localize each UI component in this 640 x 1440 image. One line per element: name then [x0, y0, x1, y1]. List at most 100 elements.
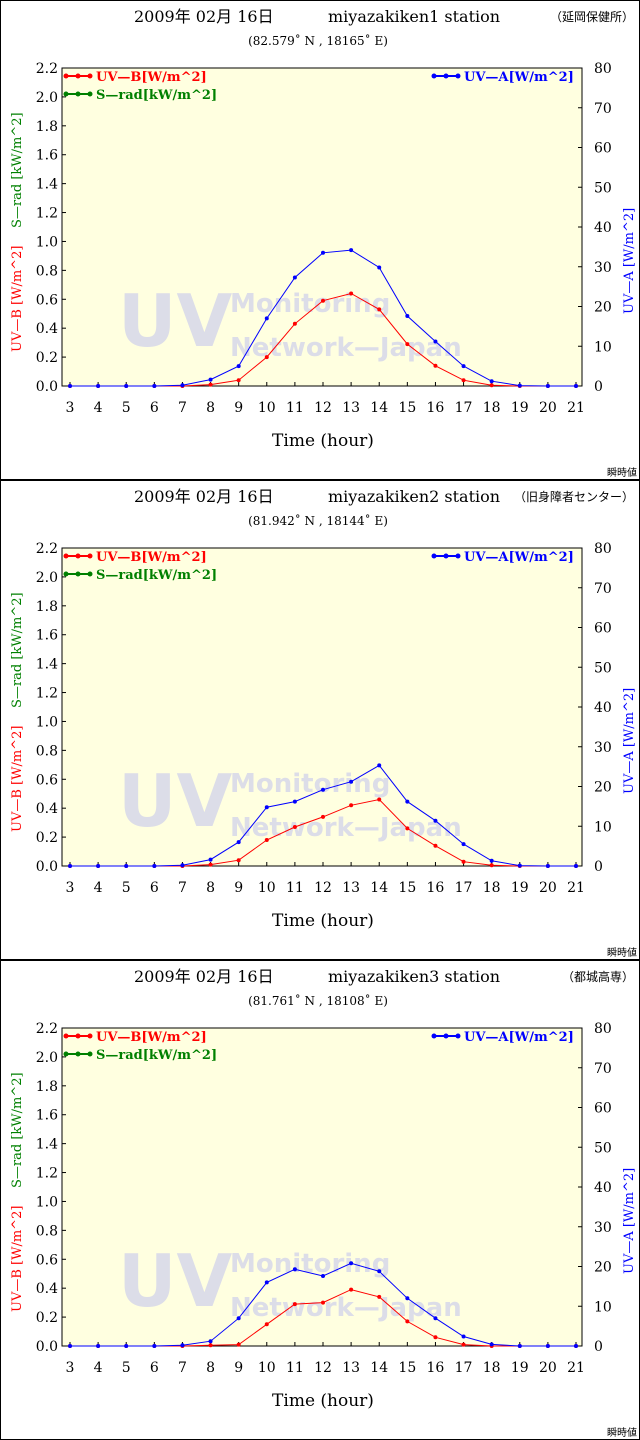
legend-label-srad: S—rad[kW/m^2] — [96, 568, 217, 583]
series-point — [405, 1319, 410, 1324]
series-point — [349, 803, 354, 808]
series-point — [68, 1344, 72, 1348]
y-left-label-srad: S—rad [kW/m^2] — [10, 1072, 25, 1188]
legend-marker-srad — [63, 91, 69, 97]
x-tick-label: 9 — [234, 400, 243, 416]
x-axis-label: Time (hour) — [272, 1391, 374, 1411]
note-label: 瞬時値 — [607, 466, 637, 479]
title-coords: (81.761˚ N , 18108˚ E) — [248, 993, 388, 1008]
series-point — [574, 864, 578, 868]
series-point — [264, 1322, 269, 1327]
note-label: 瞬時値 — [607, 946, 637, 959]
legend-marker-uva — [443, 1033, 449, 1039]
series-point — [264, 805, 269, 810]
y-right-tick-label: 50 — [594, 1140, 612, 1156]
series-point — [405, 799, 410, 804]
legend-marker-uvb — [87, 73, 93, 79]
series-point — [321, 250, 325, 255]
series-point — [405, 1296, 410, 1301]
x-tick-label: 3 — [66, 400, 75, 416]
series-point — [377, 1269, 382, 1274]
x-tick-label: 7 — [178, 1360, 187, 1376]
legend-marker-uva — [455, 73, 461, 79]
series-point — [377, 265, 382, 270]
series-point — [349, 291, 354, 296]
x-tick-label: 4 — [94, 1360, 103, 1376]
series-point — [517, 863, 522, 868]
x-tick-label: 7 — [178, 400, 187, 416]
x-tick-label: 19 — [511, 880, 529, 896]
plot-area — [62, 1028, 582, 1346]
y-left-tick-label: 2.0 — [36, 90, 58, 106]
y-right-tick-label: 40 — [594, 700, 612, 716]
series-point — [321, 1300, 325, 1305]
x-tick-label: 19 — [511, 1360, 529, 1376]
series-point — [236, 858, 241, 863]
legend-marker-srad — [87, 1051, 93, 1057]
y-right-tick-label: 80 — [594, 541, 612, 557]
note-label: 瞬時値 — [607, 1426, 637, 1439]
legend-marker-uva — [455, 1033, 461, 1039]
y-left-tick-label: 2.2 — [36, 1021, 58, 1037]
series-point — [489, 383, 494, 388]
x-tick-label: 20 — [539, 880, 557, 896]
legend-marker-uvb — [75, 73, 81, 79]
y-left-tick-label: 0.4 — [36, 321, 58, 337]
y-left-tick-label: 1.8 — [36, 119, 58, 135]
x-tick-label: 7 — [178, 880, 187, 896]
title-station: miyazakiken3 station — [328, 967, 500, 986]
series-point — [208, 857, 213, 862]
x-tick-label: 14 — [370, 400, 388, 416]
series-point — [96, 1344, 101, 1348]
legend-marker-uva — [431, 73, 437, 79]
series-point — [321, 298, 325, 303]
series-point — [377, 763, 382, 768]
y-left-tick-label: 1.2 — [36, 206, 58, 222]
series-point — [489, 863, 494, 868]
x-tick-label: 12 — [314, 1360, 332, 1376]
x-tick-label: 6 — [150, 400, 159, 416]
series-point — [292, 275, 297, 280]
y-left-tick-label: 1.4 — [36, 657, 58, 673]
title-coords: (82.579˚ N , 18165˚ E) — [248, 33, 388, 48]
series-point — [433, 818, 438, 823]
title-date: 2009年 02月 16日 — [134, 967, 274, 986]
y-left-tick-label: 1.6 — [36, 148, 58, 164]
series-point — [152, 864, 157, 868]
x-tick-label: 17 — [455, 400, 473, 416]
x-tick-label: 18 — [483, 1360, 501, 1376]
legend-label-uva: UV—A[W/m^2] — [464, 550, 574, 565]
x-tick-label: 21 — [567, 1360, 585, 1376]
legend-label-uva: UV—A[W/m^2] — [464, 1030, 574, 1045]
series-point — [208, 862, 213, 867]
y-left-tick-label: 2.0 — [36, 570, 58, 586]
x-tick-label: 12 — [314, 400, 332, 416]
y-left-tick-label: 0.6 — [36, 1252, 58, 1268]
y-right-label-uva: UV—A [W/m^2] — [622, 688, 637, 794]
x-tick-label: 5 — [122, 880, 131, 896]
y-right-tick-label: 60 — [594, 621, 612, 637]
x-tick-label: 16 — [427, 880, 445, 896]
legend-marker-uva — [443, 73, 449, 79]
y-right-tick-label: 0 — [594, 859, 603, 875]
legend-label-srad: S—rad[kW/m^2] — [96, 1048, 217, 1063]
series-point — [208, 1343, 213, 1348]
y-right-label-uva: UV—A [W/m^2] — [622, 1168, 637, 1274]
series-point — [405, 342, 410, 347]
x-tick-label: 13 — [342, 1360, 360, 1376]
y-left-tick-label: 0.8 — [36, 263, 58, 279]
series-point — [377, 797, 382, 802]
series-point — [433, 843, 438, 848]
legend-marker-srad — [63, 1051, 69, 1057]
series-point — [96, 864, 101, 868]
x-tick-label: 16 — [427, 400, 445, 416]
legend-marker-uva — [431, 553, 437, 559]
y-left-tick-label: 0.8 — [36, 1223, 58, 1239]
y-left-tick-label: 1.0 — [36, 1194, 58, 1210]
series-point — [517, 383, 522, 388]
watermark-line2: Network—Japan — [230, 813, 462, 843]
y-right-tick-label: 20 — [594, 1260, 612, 1276]
y-left-tick-label: 1.4 — [36, 177, 58, 193]
x-tick-label: 20 — [539, 1360, 557, 1376]
series-point — [236, 364, 241, 369]
